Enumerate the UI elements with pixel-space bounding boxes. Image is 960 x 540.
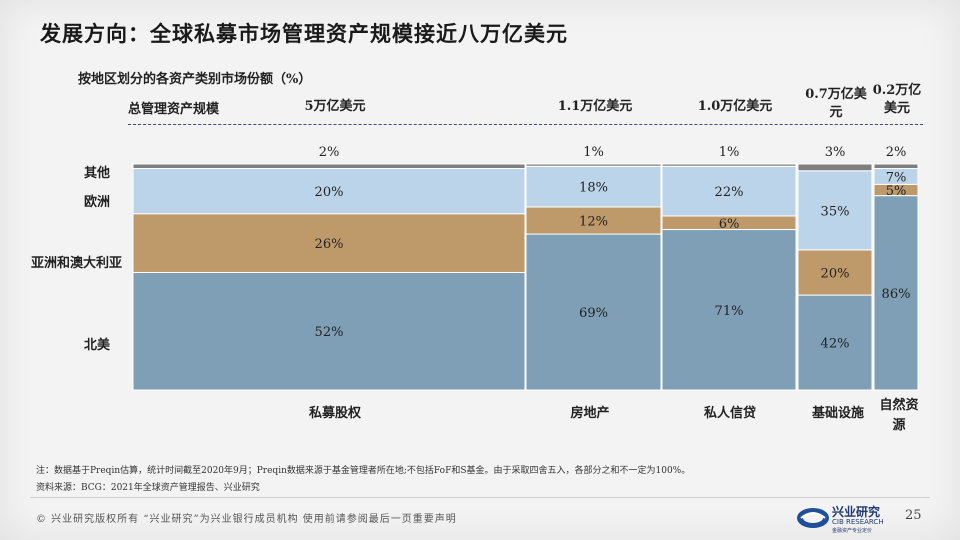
bar-infra-europe bbox=[797, 170, 873, 251]
bar-natres-other bbox=[873, 163, 919, 170]
data-label-credit-apac: 6% bbox=[719, 217, 740, 232]
region-label-apac: 亚洲和澳大利亚 bbox=[30, 256, 122, 271]
data-label-credit-other: 1% bbox=[719, 145, 740, 160]
bar-pe-other bbox=[132, 163, 526, 170]
logo-text-en: CIB RESEARCH bbox=[832, 518, 884, 526]
aum-value-infra: 0.7万亿美元 bbox=[805, 87, 867, 120]
data-label-re-apac: 12% bbox=[579, 215, 608, 230]
data-label-re-other: 1% bbox=[583, 145, 604, 160]
data-label-infra-apac: 20% bbox=[821, 266, 850, 281]
region-label-other: 其他 bbox=[83, 166, 110, 181]
data-label-pe-apac: 26% bbox=[315, 237, 344, 252]
chart-title: 按地区划分的各资产类别市场份额（%） bbox=[78, 72, 312, 87]
aum-value-pe: 5万亿美元 bbox=[304, 99, 366, 114]
bar-credit-na bbox=[661, 229, 797, 391]
bar-credit-other bbox=[661, 163, 797, 167]
region-label-na: 北美 bbox=[83, 338, 110, 353]
footer-disclaimer: © 兴业研究版权所有 “兴业研究”为兴业银行成员机构 使用前请参阅最后一页重要声… bbox=[36, 514, 457, 525]
aum-label: 总管理资产规模 bbox=[128, 102, 220, 117]
category-label-credit: 私人信贷 bbox=[703, 406, 756, 421]
logo-text-cn: 兴业研究 bbox=[832, 505, 881, 519]
bar-infra-apac bbox=[797, 249, 873, 296]
data-label-natres-na: 86% bbox=[882, 287, 911, 302]
bar-credit-europe bbox=[661, 165, 797, 217]
aum-value-natres: 0.2万亿美元 bbox=[872, 83, 922, 116]
aum-divider bbox=[128, 124, 923, 125]
data-label-infra-na: 42% bbox=[821, 337, 850, 352]
logo-text-sub: 金融资产专业定价 bbox=[832, 528, 873, 534]
category-label-pe: 私募股权 bbox=[308, 406, 361, 421]
bar-re-na bbox=[525, 233, 662, 391]
aum-value-re: 1.1万亿美元 bbox=[557, 99, 633, 114]
data-label-credit-na: 71% bbox=[715, 304, 744, 319]
category-label-re: 房地产 bbox=[570, 406, 610, 421]
bar-infra-other bbox=[797, 163, 873, 172]
aum-value-credit: 1.0万亿美元 bbox=[697, 99, 773, 114]
data-label-natres-apac: 5% bbox=[886, 184, 907, 199]
data-label-pe-other: 2% bbox=[319, 145, 340, 160]
bar-re-other bbox=[525, 163, 662, 167]
data-label-pe-na: 52% bbox=[315, 325, 344, 340]
data-label-re-na: 69% bbox=[579, 306, 608, 321]
data-label-infra-europe: 35% bbox=[821, 204, 850, 219]
chart-source: 资料来源：BCG：2021年全球资产管理报告、兴业研究 bbox=[36, 483, 260, 493]
category-label-natres: 自然资源 bbox=[879, 398, 919, 433]
cib-logo-icon bbox=[797, 508, 829, 528]
footer-divider bbox=[30, 497, 930, 498]
bar-pe-europe bbox=[132, 168, 526, 215]
page-number: 25 bbox=[905, 508, 922, 523]
data-label-natres-europe: 7% bbox=[886, 170, 907, 185]
category-label-infra: 基础设施 bbox=[811, 406, 864, 421]
page-title: 发展方向：全球私募市场管理资产规模接近八万亿美元 bbox=[40, 21, 568, 46]
chart-note: 注：数据基于Preqin估算，统计时间截至2020年9月；Preqin数据来源于… bbox=[36, 466, 691, 476]
data-label-credit-europe: 22% bbox=[715, 185, 744, 200]
data-label-infra-other: 3% bbox=[825, 145, 846, 160]
region-label-europe: 欧洲 bbox=[83, 195, 110, 210]
data-label-pe-europe: 20% bbox=[315, 185, 344, 200]
data-label-natres-other: 2% bbox=[886, 145, 907, 160]
bar-pe-apac bbox=[132, 213, 526, 273]
bar-natres-na bbox=[873, 195, 919, 391]
data-label-re-europe: 18% bbox=[579, 181, 608, 196]
bar-re-apac bbox=[525, 206, 662, 235]
bar-infra-na bbox=[797, 294, 873, 391]
